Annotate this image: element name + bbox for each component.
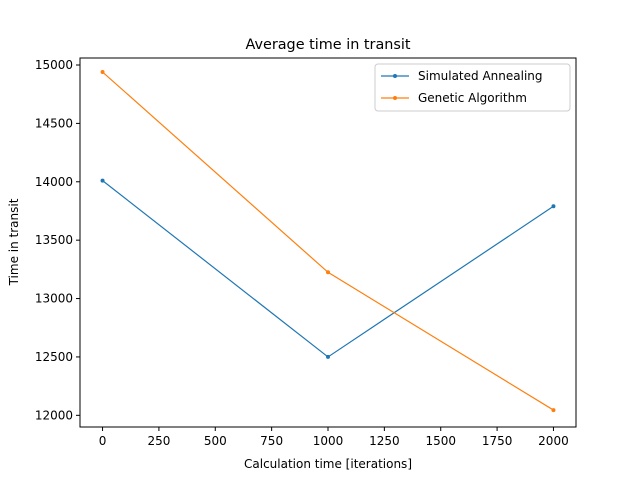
data-point-simulated-annealing [551, 204, 556, 209]
legend-box [374, 63, 571, 112]
x-tick-label: 1500 [425, 434, 456, 448]
x-tick-label: 1750 [482, 434, 513, 448]
data-point-genetic-algorithm [551, 408, 556, 413]
x-tick-label: 750 [260, 434, 283, 448]
chart-title: Average time in transit [245, 37, 410, 53]
y-tick-label: 13500 [35, 233, 73, 247]
legend-marker-simulated-annealing [393, 74, 397, 78]
y-tick-label: 14500 [35, 116, 73, 130]
x-tick-label: 500 [204, 434, 227, 448]
data-point-simulated-annealing [326, 354, 330, 359]
legend: Simulated Annealing Genetic Algorithm [374, 63, 571, 112]
y-tick-label: 15000 [35, 58, 73, 72]
x-tick-label: 250 [147, 434, 170, 448]
x-tick-label: 1000 [313, 434, 344, 448]
y-tick-label: 12000 [35, 408, 73, 422]
x-tick-label: 0 [99, 434, 107, 448]
y-axis-label: Time in transit [7, 198, 21, 286]
x-tick-label: 1250 [369, 434, 400, 448]
x-tick-label: 2000 [538, 434, 569, 448]
legend-label-genetic-algorithm: Genetic Algorithm [418, 91, 527, 105]
x-axis-label: Calculation time [iterations] [244, 457, 412, 471]
y-tick-label: 14000 [35, 175, 73, 189]
data-point-genetic-algorithm [326, 270, 330, 275]
y-tick-label: 13000 [35, 292, 73, 306]
legend-marker-genetic-algorithm [393, 96, 397, 100]
y-tick-label: 12500 [35, 350, 73, 364]
legend-label-simulated-annealing: Simulated Annealing [418, 69, 543, 83]
data-point-genetic-algorithm [100, 70, 105, 75]
plot-area [100, 70, 556, 413]
data-point-simulated-annealing [100, 178, 105, 183]
